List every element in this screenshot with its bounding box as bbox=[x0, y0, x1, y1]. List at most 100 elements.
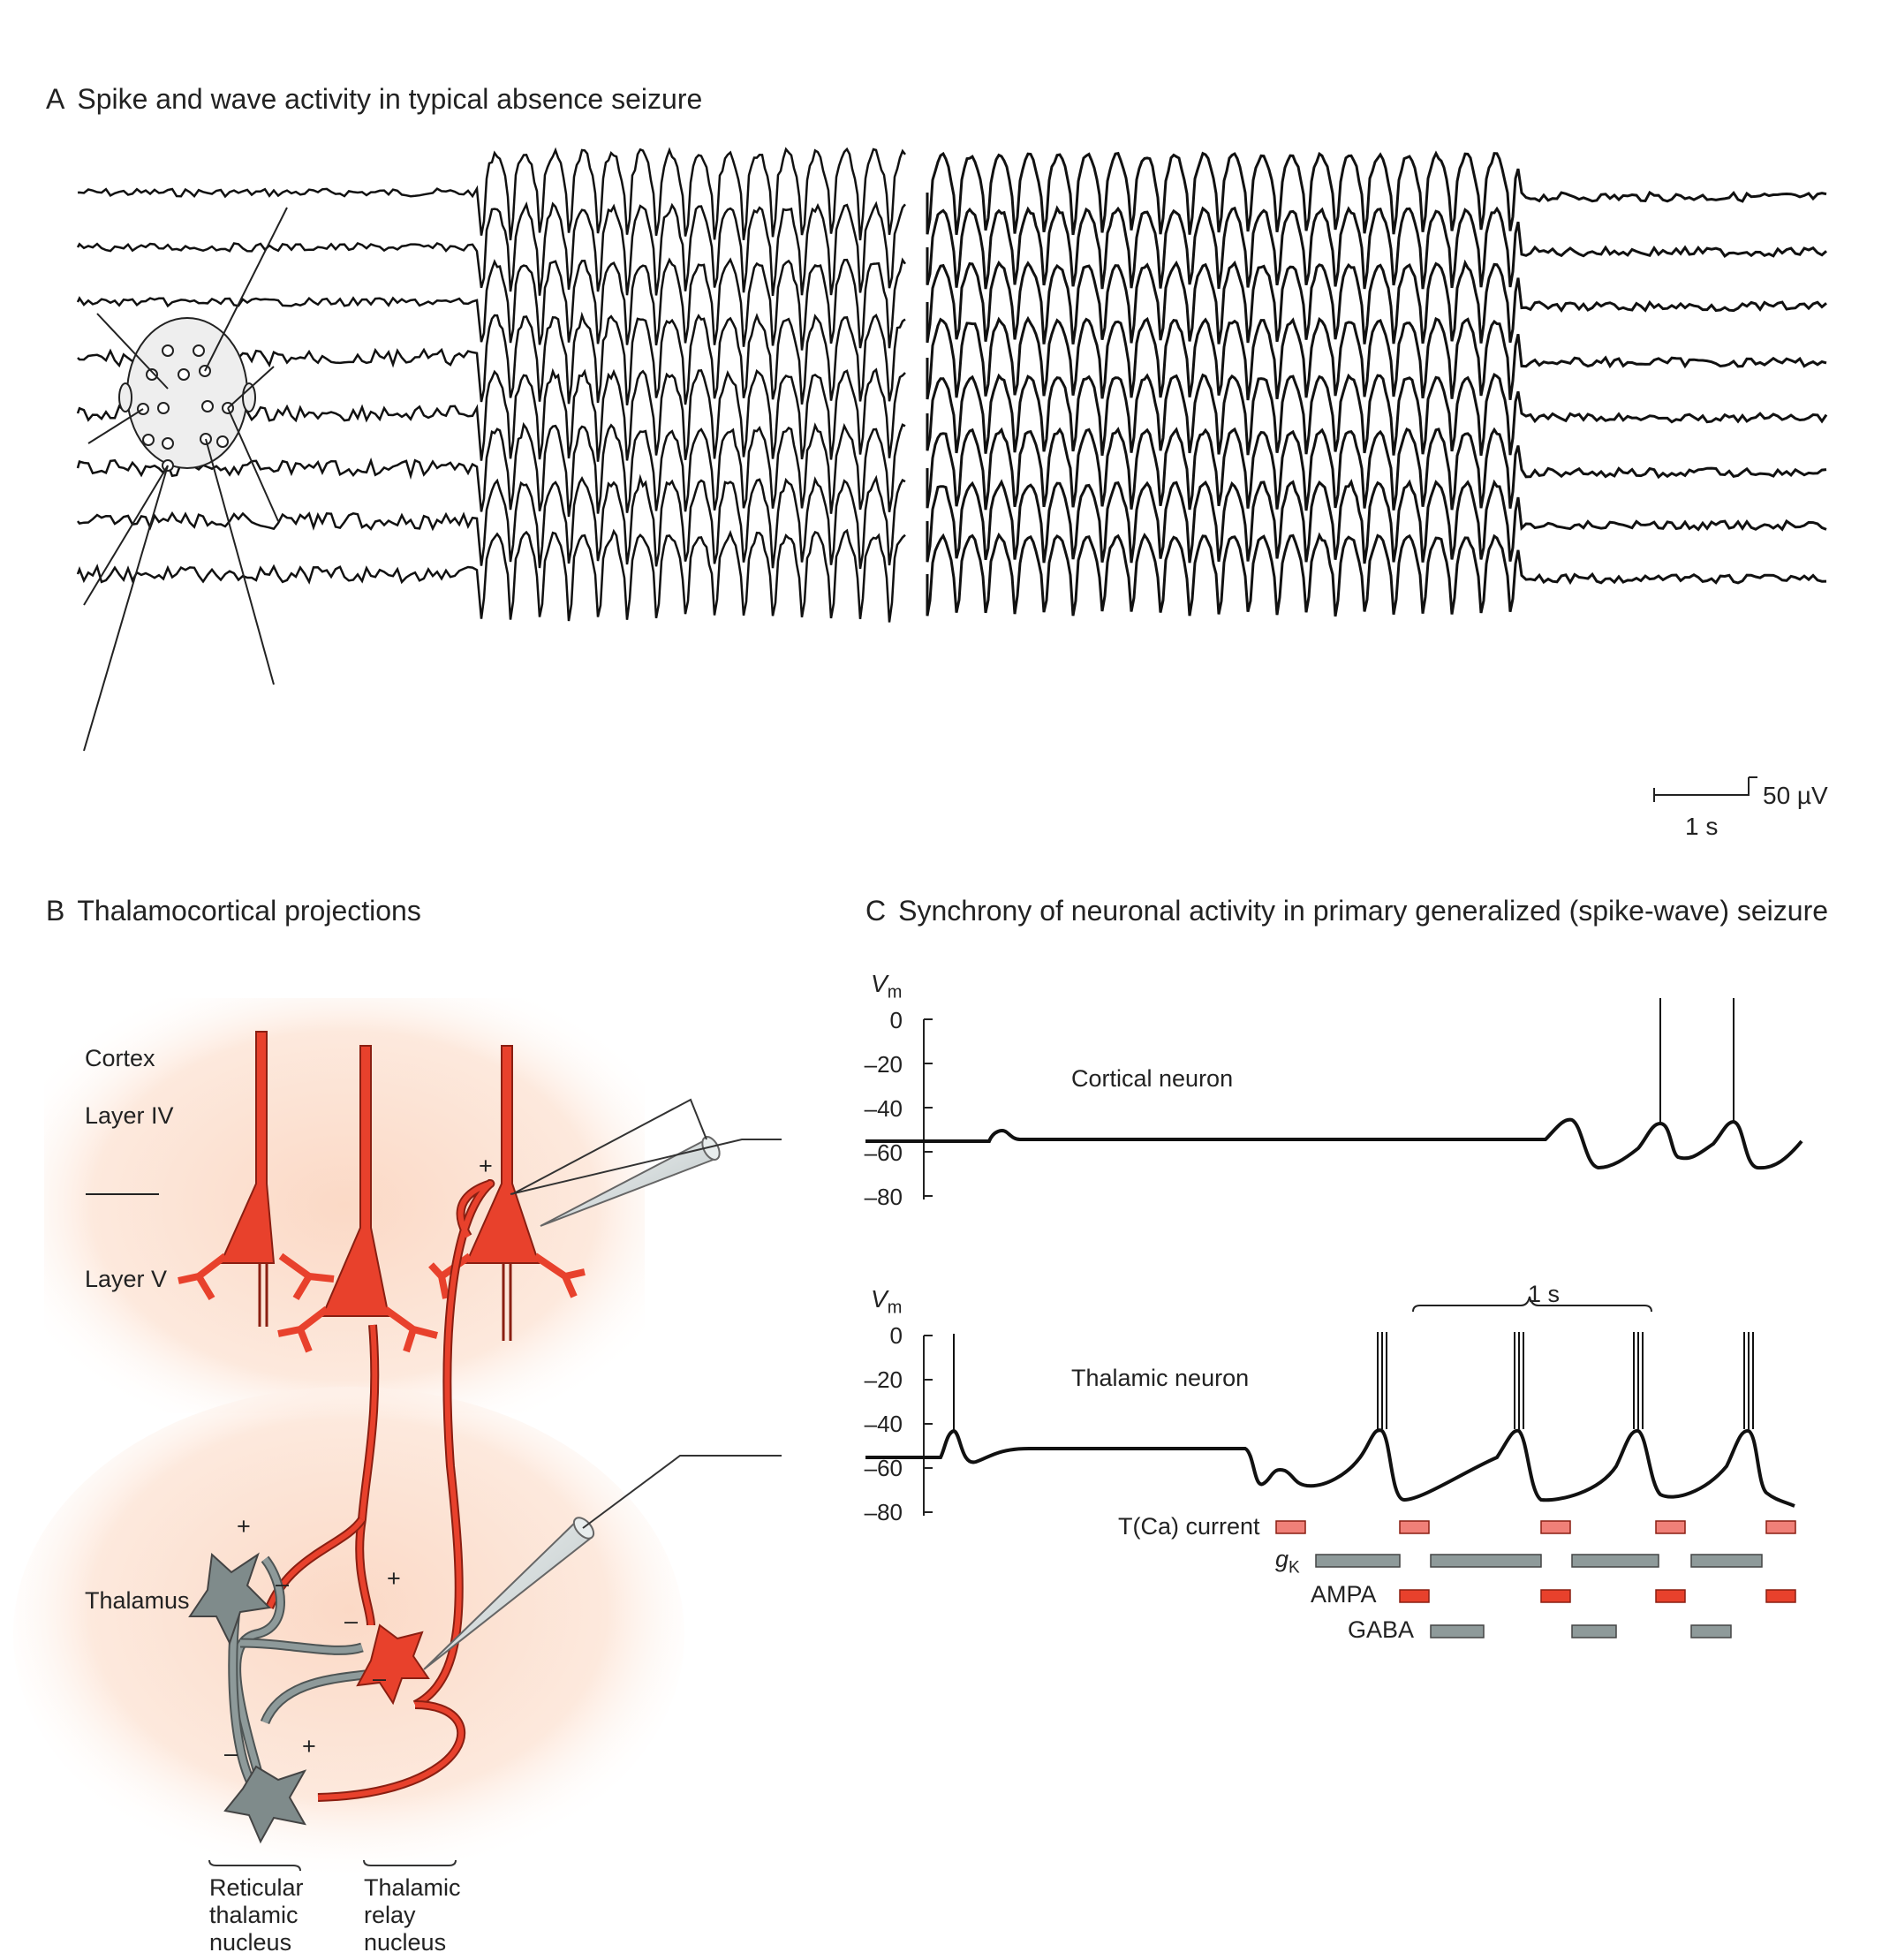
vm-label-cortical: Vm bbox=[871, 970, 902, 1003]
label-cortex: Cortex bbox=[85, 1045, 155, 1071]
sign-plus-relay: + bbox=[387, 1565, 401, 1592]
ytick: –40 bbox=[864, 1411, 903, 1437]
vm-sub: m bbox=[887, 1298, 903, 1318]
eeg-trace bbox=[76, 257, 907, 351]
sign-minus-relay-1: – bbox=[344, 1608, 359, 1634]
ytick: –80 bbox=[864, 1184, 903, 1210]
gk-bar bbox=[1690, 1554, 1763, 1568]
panel-c-letter: C bbox=[865, 895, 887, 927]
thalamic-neuron-label: Thalamic neuron bbox=[1071, 1365, 1250, 1391]
label-gaba: GABA bbox=[1348, 1616, 1415, 1643]
sign-plus-cortex: + bbox=[479, 1153, 493, 1179]
head-electrode-diagram bbox=[83, 207, 288, 752]
ytick: –60 bbox=[864, 1139, 903, 1166]
eeg-trace bbox=[76, 528, 906, 623]
eeg-traces bbox=[76, 147, 1828, 802]
eeg-trace bbox=[77, 147, 906, 241]
eeg-trace bbox=[926, 315, 1827, 401]
panel-c-title-text: Synchrony of neuronal activity in primar… bbox=[898, 895, 1829, 927]
gk-bar bbox=[1430, 1554, 1542, 1568]
ytick: –40 bbox=[864, 1095, 903, 1122]
label-reticular: Reticular thalamic nucleus bbox=[209, 1874, 304, 1956]
panel-b-title-text: Thalamocortical projections bbox=[77, 895, 421, 927]
ytick: 0 bbox=[889, 1007, 903, 1033]
gaba-bar bbox=[1690, 1624, 1732, 1638]
ytick: –80 bbox=[864, 1499, 903, 1525]
scale-bar bbox=[1653, 776, 1757, 802]
panel-c-title: C Synchrony of neuronal activity in prima… bbox=[865, 895, 1828, 927]
label-gk: gK bbox=[1275, 1546, 1300, 1578]
electrode-lead bbox=[83, 465, 169, 752]
label-reticular-2: thalamic bbox=[209, 1902, 299, 1928]
label-relay-1: Thalamic bbox=[364, 1874, 461, 1901]
gk-main: g bbox=[1275, 1546, 1289, 1572]
electrode-lead bbox=[227, 366, 275, 409]
gaba-bar bbox=[1571, 1624, 1617, 1638]
electrode bbox=[162, 437, 174, 450]
panel-a-title-text: Spike and wave activity in typical absen… bbox=[77, 83, 703, 115]
pipette-cortex-wire bbox=[510, 1139, 782, 1195]
eeg-trace bbox=[76, 421, 906, 518]
gk-bars bbox=[1315, 1554, 1763, 1568]
label-relay-3: nucleus bbox=[364, 1929, 447, 1956]
cortical-neuron-1 bbox=[178, 1031, 335, 1327]
scale-time-label: 1 s bbox=[1685, 813, 1719, 840]
scale-bar-lines bbox=[1653, 776, 1757, 802]
sign-minus-relay-2: – bbox=[373, 1665, 387, 1691]
eeg-trace bbox=[77, 311, 906, 405]
cortical-neuron-2 bbox=[277, 1045, 439, 1353]
label-relay-2: relay bbox=[364, 1902, 416, 1928]
label-tca-current: T(Ca) current bbox=[1118, 1513, 1260, 1540]
eeg-trace bbox=[926, 478, 1827, 564]
tca-bar bbox=[1655, 1520, 1686, 1534]
electrode-leads bbox=[83, 207, 288, 752]
label-thalamus: Thalamus bbox=[85, 1587, 190, 1614]
vm-main: V bbox=[871, 970, 888, 997]
cortical-neuron-label: Cortical neuron bbox=[1071, 1065, 1234, 1092]
right-ear bbox=[242, 382, 256, 412]
electrodes bbox=[137, 344, 234, 472]
eeg-trace bbox=[926, 205, 1828, 290]
electrode bbox=[193, 344, 205, 357]
reticular-neuron-1 bbox=[188, 1552, 272, 1646]
vm-main: V bbox=[871, 1285, 888, 1313]
eeg-trace bbox=[77, 473, 906, 570]
panel-a-letter: A bbox=[46, 83, 65, 115]
tca-bar bbox=[1540, 1520, 1571, 1534]
electrode-lead bbox=[83, 465, 169, 606]
cortex-region bbox=[44, 998, 645, 1413]
tca-bar bbox=[1275, 1520, 1306, 1534]
electrode-lead bbox=[204, 207, 288, 372]
tca-current-bars bbox=[1275, 1520, 1796, 1534]
panel-b-letter: B bbox=[46, 895, 65, 927]
eeg-trace bbox=[926, 532, 1827, 617]
thalamic-spikes bbox=[953, 1332, 1754, 1431]
sign-minus-reticular-bottom: – bbox=[224, 1740, 238, 1767]
label-layer-iv: Layer IV bbox=[85, 1102, 174, 1129]
ytick: 0 bbox=[889, 1322, 903, 1349]
label-reticular-3: nucleus bbox=[209, 1929, 292, 1956]
eeg-trace bbox=[926, 373, 1828, 457]
eeg-trace bbox=[76, 201, 906, 297]
pipette-cortex-line bbox=[511, 1098, 707, 1195]
bracket-reticular bbox=[208, 1859, 301, 1872]
ampa-bar bbox=[1399, 1589, 1430, 1603]
thalamus-region bbox=[13, 1387, 684, 1881]
electrode bbox=[146, 368, 158, 381]
relay-neuron bbox=[356, 1623, 430, 1706]
bracket-relay bbox=[363, 1859, 457, 1866]
sign-plus-reticular-bottom: + bbox=[302, 1733, 316, 1759]
electrode bbox=[157, 402, 170, 414]
ampa-bar bbox=[1655, 1589, 1686, 1603]
cortical-spikes bbox=[1659, 998, 1735, 1124]
label-layer-v: Layer V bbox=[85, 1266, 168, 1292]
electrode bbox=[201, 400, 214, 412]
thalamic-axis bbox=[923, 1335, 933, 1516]
ampa-bars bbox=[1399, 1589, 1796, 1603]
electrode-lead bbox=[87, 408, 144, 444]
ampa-bar bbox=[1765, 1589, 1796, 1603]
eeg-trace bbox=[926, 259, 1827, 345]
eeg-trace bbox=[926, 150, 1827, 236]
gaba-bars bbox=[1430, 1624, 1732, 1638]
ytick: –20 bbox=[864, 1366, 903, 1393]
